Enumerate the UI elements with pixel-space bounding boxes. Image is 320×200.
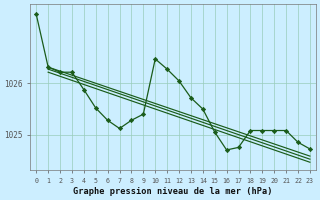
X-axis label: Graphe pression niveau de la mer (hPa): Graphe pression niveau de la mer (hPa) — [73, 187, 273, 196]
